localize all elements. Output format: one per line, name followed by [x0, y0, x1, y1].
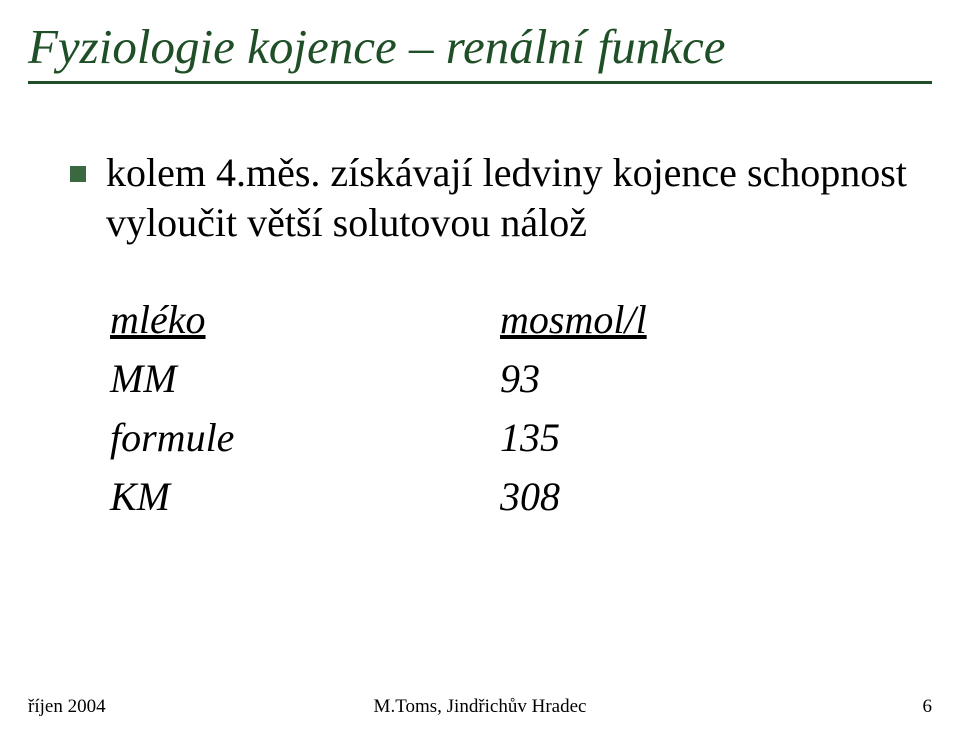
table-header-left: mléko	[110, 296, 500, 343]
table-header-row: mléko mosmol/l	[110, 296, 932, 343]
slide-title: Fyziologie kojence – renální funkce	[28, 18, 932, 84]
footer-author: M.Toms, Jindřichův Hradec	[374, 696, 587, 718]
slide-footer: říjen 2004 M.Toms, Jindřichův Hradec 6	[0, 696, 960, 718]
bullet-item: kolem 4.měs. získávají ledviny kojence s…	[70, 148, 932, 248]
footer-date: říjen 2004	[28, 696, 106, 718]
table-row: MM 93	[110, 355, 932, 402]
table-cell-right: 308	[500, 473, 560, 520]
table-cell-left: MM	[110, 355, 500, 402]
slide: Fyziologie kojence – renální funkce kole…	[0, 0, 960, 742]
table-cell-left: KM	[110, 473, 500, 520]
table-cell-right: 135	[500, 414, 560, 461]
milk-osmolality-table: mléko mosmol/l MM 93 formule 135 KM 308	[70, 296, 932, 520]
content-area: kolem 4.měs. získávají ledviny kojence s…	[28, 148, 932, 520]
table-row: formule 135	[110, 414, 932, 461]
square-bullet-icon	[70, 166, 86, 187]
table-header-right: mosmol/l	[500, 296, 647, 343]
table-row: KM 308	[110, 473, 932, 520]
bullet-text: kolem 4.měs. získávají ledviny kojence s…	[106, 148, 932, 248]
footer-page-number: 6	[923, 696, 933, 718]
table-cell-right: 93	[500, 355, 540, 402]
table-cell-left: formule	[110, 414, 500, 461]
